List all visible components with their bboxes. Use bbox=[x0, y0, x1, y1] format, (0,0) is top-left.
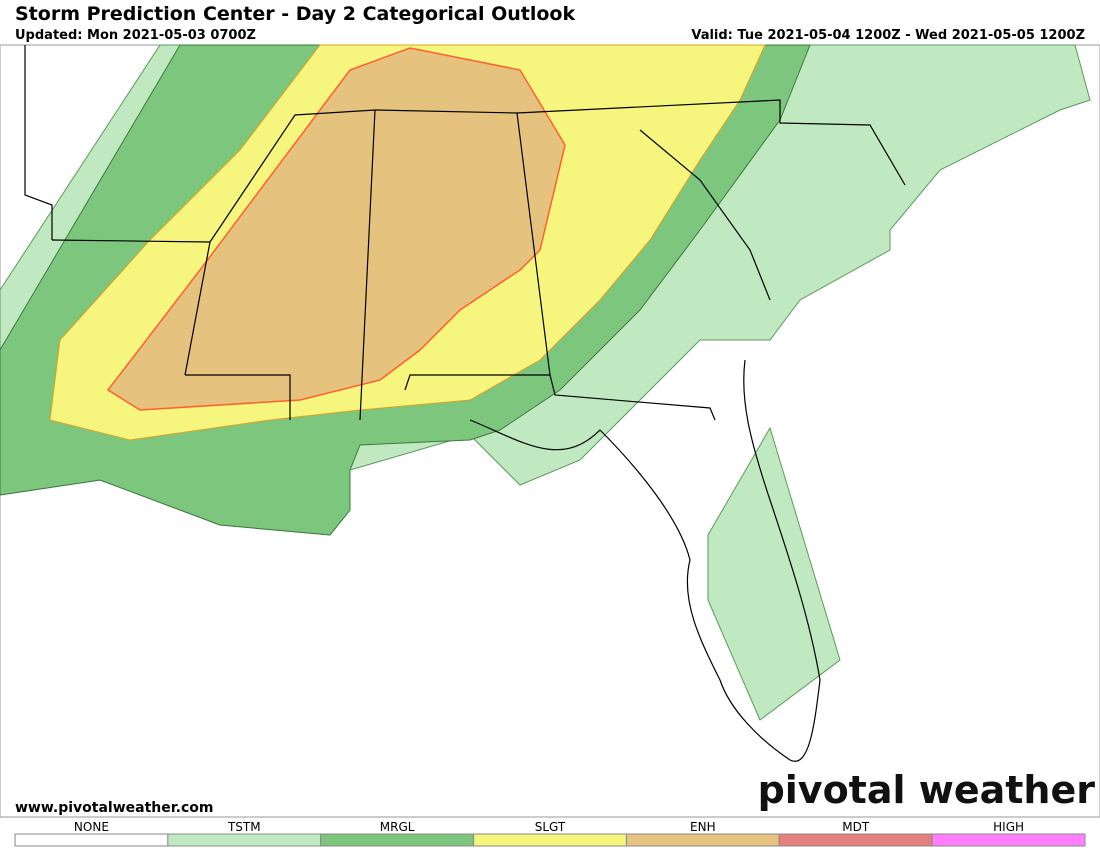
enh-area bbox=[106, 47, 566, 411]
brand: pivotal weather bbox=[758, 768, 1096, 812]
updated: Updated: Mon 2021-05-03 0700Z bbox=[15, 28, 256, 43]
title: Storm Prediction Center - Day 2 Categori… bbox=[15, 3, 575, 25]
legend-swatch bbox=[473, 833, 627, 847]
legend-swatch bbox=[931, 833, 1086, 847]
map bbox=[0, 44, 1100, 818]
tstm-florida bbox=[707, 426, 841, 721]
legend-label: TSTM bbox=[227, 820, 261, 834]
legend-swatch bbox=[14, 833, 169, 847]
legend-label: SLGT bbox=[535, 820, 566, 834]
legend-swatch bbox=[778, 833, 933, 847]
valid: Valid: Tue 2021-05-04 1200Z - Wed 2021-0… bbox=[691, 28, 1085, 43]
state-lines bbox=[24, 45, 906, 762]
website: www.pivotalweather.com bbox=[15, 800, 214, 816]
legend-swatch bbox=[320, 833, 475, 847]
legend-label: HIGH bbox=[993, 820, 1024, 834]
legend-label: MDT bbox=[842, 820, 870, 834]
legend-label: NONE bbox=[74, 820, 109, 834]
legend-label: MRGL bbox=[380, 820, 415, 834]
legend: NONE TSTM MRGL SLGT ENH MDT HIGH bbox=[14, 820, 1086, 847]
legend-swatch bbox=[167, 833, 322, 847]
legend-label: ENH bbox=[690, 820, 716, 834]
legend-swatch bbox=[625, 833, 780, 847]
